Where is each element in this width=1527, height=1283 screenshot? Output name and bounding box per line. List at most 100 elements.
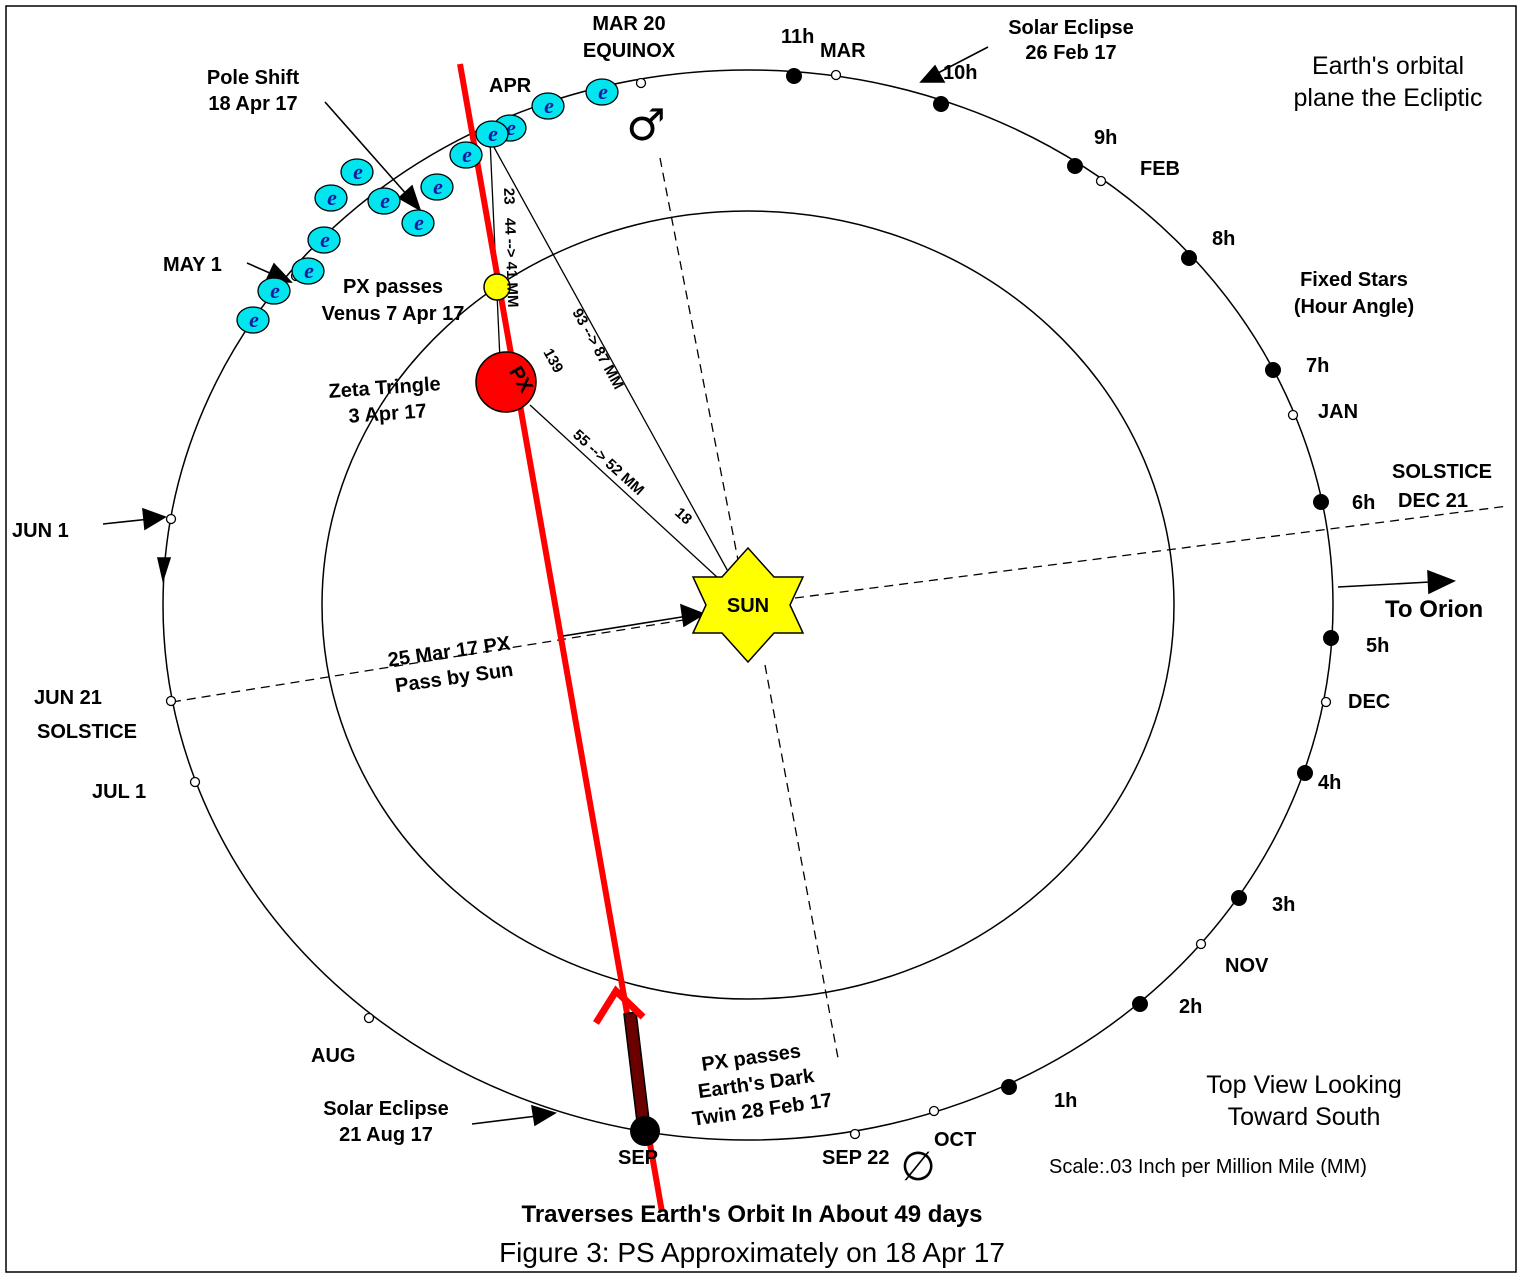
hour-3h: 3h (1272, 894, 1295, 916)
earth-marker-label: e (304, 258, 314, 283)
jul1-label: JUL 1 (92, 781, 146, 803)
earth-marker-label: e (598, 79, 608, 104)
earth-position: e (449, 141, 483, 169)
solstice-dec-line1: SOLSTICE (1392, 461, 1492, 483)
earth-marker (401, 209, 435, 237)
earth-marker-label: e (270, 278, 280, 303)
month-oct: OCT (934, 1129, 976, 1151)
jun21-line1: JUN 21 (34, 687, 102, 709)
hour-4h: 4h (1318, 772, 1341, 794)
earth-marker-label: e (320, 227, 330, 252)
solstice-dec-line2: DEC 21 (1398, 490, 1468, 512)
month-feb: FEB (1140, 158, 1180, 180)
earth-marker-label: e (544, 93, 554, 118)
earth-sun-line (489, 139, 731, 576)
hour-7h: 7h (1306, 355, 1329, 377)
earth-marker (449, 141, 483, 169)
ecliptic-line2: plane the Ecliptic (1293, 84, 1482, 112)
hour-11h: 11h (781, 26, 814, 48)
hour-5h: 5h (1366, 635, 1389, 657)
hour-dots (786, 68, 1339, 1095)
earth-marker-label: e (380, 188, 390, 213)
equinox-axis-bottom (764, 664, 839, 1059)
earth-position: e (314, 184, 348, 212)
px-sun-line (529, 404, 719, 579)
traverse-note: Traverses Earth's Orbit In About 49 days (522, 1201, 983, 1228)
earth-position: e (257, 277, 291, 305)
equinox-line1: MAR 20 (592, 13, 665, 35)
earth-marker (307, 226, 341, 254)
view-line2: Toward South (1228, 1103, 1381, 1131)
hour-9h: 9h (1094, 127, 1117, 149)
earth-marker-label: e (433, 174, 443, 199)
eclipse-aug-line2: 21 Aug 17 (339, 1124, 433, 1146)
earth-marker (257, 277, 291, 305)
ecliptic-line1: Earth's orbital (1312, 52, 1464, 80)
month-mar: MAR (820, 40, 866, 62)
earth-marker (475, 120, 509, 148)
may1-label: MAY 1 (163, 254, 222, 276)
eclipse-feb-line2: 26 Feb 17 (1025, 42, 1116, 64)
earth-position: e (307, 226, 341, 254)
earth-marker-label: e (327, 185, 337, 210)
venus-orbit (321, 210, 1175, 1000)
earth-marker (291, 257, 325, 285)
px-venus-line1: PX passes (343, 276, 443, 298)
earth-position: e (585, 78, 619, 106)
earth-marker (314, 184, 348, 212)
earth-marker (236, 306, 270, 334)
earth-position: e (475, 120, 509, 148)
mars-symbol: ♂ (626, 100, 665, 151)
hour-6h: 6h (1352, 492, 1375, 514)
fixed-stars-line2: (Hour Angle) (1294, 296, 1414, 318)
distance-earth-px: 44 --> 41 MM (501, 218, 521, 308)
eclipse-aug-line1: Solar Eclipse (323, 1098, 449, 1120)
view-line1: Top View Looking (1206, 1071, 1402, 1099)
venus (483, 273, 511, 301)
earth-marker-label: e (488, 121, 498, 146)
earth-marker-label: e (506, 115, 516, 140)
hour-8h: 8h (1212, 228, 1235, 250)
hour-10h: 10h (943, 62, 977, 84)
month-aug: AUG (311, 1045, 355, 1067)
figure-caption: Figure 3: PS Approximately on 18 Apr 17 (499, 1237, 1005, 1268)
to-orion-label: To Orion (1385, 596, 1483, 623)
month-sep: SEP (618, 1147, 658, 1169)
earth-marker-label: e (462, 142, 472, 167)
zeta-line2: 3 Apr 17 (348, 400, 428, 427)
earth-position: e (420, 173, 454, 201)
month-dec: DEC (1348, 691, 1390, 713)
earth-position: e (236, 306, 270, 334)
equinox-axis-top (659, 157, 739, 561)
orbit-markers (165, 69, 1332, 1140)
earth-position: e (531, 92, 565, 120)
earth-marker-label: e (249, 307, 259, 332)
pole-shift-line1: Pole Shift (207, 67, 300, 89)
jun21-line2: SOLSTICE (37, 721, 137, 743)
scale-label: Scale:.03 Inch per Million Mile (MM) (1049, 1156, 1367, 1178)
month-nov: NOV (1225, 955, 1269, 977)
sep22-label: SEP 22 (822, 1147, 889, 1169)
sun-star (691, 546, 805, 664)
earth-position: e (401, 209, 435, 237)
equinox-line2: EQUINOX (583, 40, 676, 62)
earth-position: e (340, 158, 374, 186)
pole-shift-line2: 18 Apr 17 (208, 93, 297, 115)
px-planet (475, 351, 537, 413)
month-apr: APR (489, 75, 532, 97)
hour-2h: 2h (1179, 996, 1202, 1018)
earth-marker (420, 173, 454, 201)
distance-23: 23 (500, 188, 518, 205)
earth-marker-label: e (353, 159, 363, 184)
earth-marker (367, 187, 401, 215)
dark-twin-symbol: ∅ (901, 1144, 936, 1190)
solstice-axis-left (171, 617, 697, 703)
earth-position: e (291, 257, 325, 285)
earth-position: e (367, 187, 401, 215)
hour-1h: 1h (1054, 1090, 1077, 1112)
earth-sep-dot (630, 1116, 660, 1146)
eclipse-feb-line1: Solar Eclipse (1008, 17, 1134, 39)
